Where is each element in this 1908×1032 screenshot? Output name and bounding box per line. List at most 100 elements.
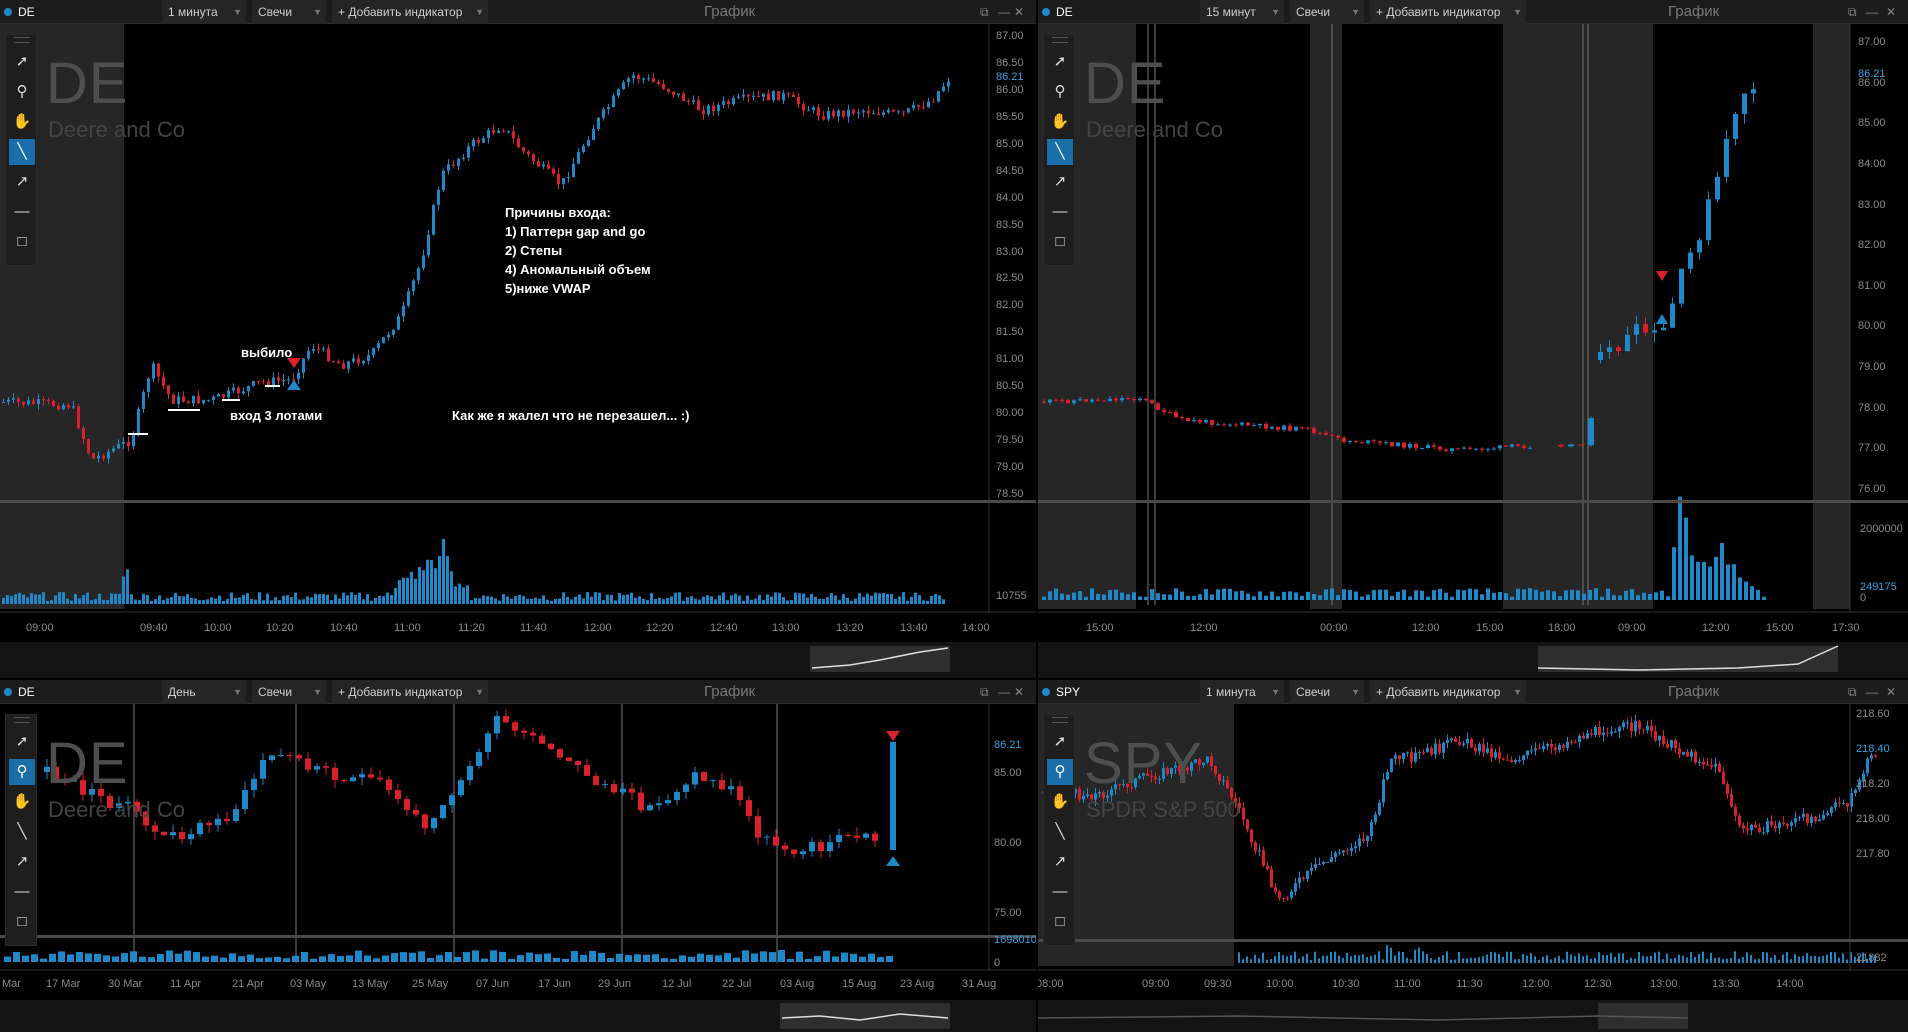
volume-bar xyxy=(174,592,177,604)
candle xyxy=(1618,727,1621,732)
trend-line-icon[interactable]: ╲ xyxy=(9,139,35,165)
price-chart[interactable] xyxy=(0,0,1036,678)
horizontal-line-icon[interactable]: — xyxy=(1052,883,1068,900)
rectangle-icon[interactable]: □ xyxy=(1055,233,1065,250)
add-indicator-button[interactable]: + Добавить индикатор ▼ xyxy=(332,0,488,24)
pin-icon[interactable]: ⧉ xyxy=(1848,685,1857,699)
link-indicator-icon[interactable] xyxy=(4,8,12,16)
price-tick: 83.50 xyxy=(996,218,1024,231)
volume-bar xyxy=(1238,952,1240,963)
cursor-icon[interactable]: ➚ xyxy=(1053,53,1067,70)
candle xyxy=(842,110,845,117)
candle xyxy=(755,816,761,838)
price-tick: 83.00 xyxy=(1858,198,1886,211)
toolbox-grip[interactable] xyxy=(14,717,30,723)
candle xyxy=(1774,825,1777,829)
candle xyxy=(752,95,755,97)
rectangle-icon[interactable]: □ xyxy=(1055,913,1065,930)
volume-bar xyxy=(1450,596,1454,600)
add-indicator-button[interactable]: + Добавить индикатор ▼ xyxy=(332,680,488,704)
volume-bar xyxy=(918,595,921,604)
chart-type-select[interactable]: Свечи ▼ xyxy=(252,0,326,24)
horizontal-line-icon[interactable]: — xyxy=(14,203,30,220)
drawing-toolbox: ➚ ⚲ ✋ ╲ ↗ — □ xyxy=(5,34,37,266)
cursor-icon[interactable]: ➚ xyxy=(15,53,29,70)
cursor-icon[interactable]: ➚ xyxy=(15,733,29,750)
close-icon[interactable]: ✕ xyxy=(1886,5,1897,19)
close-icon[interactable]: ✕ xyxy=(1014,685,1025,699)
volume-bar xyxy=(1690,952,1692,963)
timeframe-select[interactable]: 1 минута ▼ xyxy=(1200,680,1284,704)
link-indicator-icon[interactable] xyxy=(1042,8,1050,16)
chart-panel-de-1min[interactable]: DE 1 минута ▼ Свечи ▼ + Добавить индикатор… xyxy=(0,0,1036,678)
chart-type-select[interactable]: Свечи ▼ xyxy=(252,680,326,704)
minimize-icon[interactable]: — xyxy=(1866,5,1878,19)
trend-line-icon[interactable]: ╲ xyxy=(17,823,27,840)
minimize-icon[interactable]: — xyxy=(998,685,1010,699)
timeframe-select[interactable]: 1 минута ▼ xyxy=(162,0,246,24)
zoom-icon[interactable]: ⚲ xyxy=(16,83,28,100)
toolbox-grip[interactable] xyxy=(1052,717,1068,723)
volume-bar xyxy=(1624,590,1628,600)
candle xyxy=(1302,877,1305,880)
rectangle-icon[interactable]: □ xyxy=(17,233,27,250)
rectangle-icon[interactable]: □ xyxy=(17,913,27,930)
chart-type-select[interactable]: Свечи ▼ xyxy=(1290,0,1364,24)
pin-icon[interactable]: ⧉ xyxy=(1848,5,1857,19)
pin-icon[interactable]: ⧉ xyxy=(980,5,989,19)
zoom-icon[interactable]: ⚲ xyxy=(1054,83,1066,100)
candle xyxy=(1474,747,1477,752)
volume-bar xyxy=(1834,952,1836,963)
hand-icon[interactable]: ✋ xyxy=(1050,113,1070,130)
watermark-company-name: Deere and Co xyxy=(48,117,185,142)
add-indicator-button[interactable]: + Добавить индикатор ▼ xyxy=(1370,0,1526,24)
price-chart[interactable] xyxy=(1038,0,1908,678)
link-indicator-icon[interactable] xyxy=(4,688,12,696)
toolbox-grip[interactable] xyxy=(14,37,30,43)
symbol-field[interactable]: DE xyxy=(18,5,35,19)
toolbox-grip[interactable] xyxy=(1052,37,1068,43)
add-indicator-button[interactable]: + Добавить индикатор ▼ xyxy=(1370,680,1526,704)
volume-bar xyxy=(724,953,731,962)
price-chart[interactable] xyxy=(0,680,1036,1032)
arrow-icon[interactable]: ↗ xyxy=(15,173,29,190)
horizontal-line-icon[interactable]: — xyxy=(14,883,30,900)
cursor-icon[interactable]: ➚ xyxy=(1053,733,1067,750)
price-tick: 86.00 xyxy=(1858,76,1886,89)
candle xyxy=(1228,424,1232,426)
symbol-field[interactable]: DE xyxy=(1056,5,1073,19)
zoom-icon[interactable]: ⚲ xyxy=(1047,759,1073,785)
close-icon[interactable]: ✕ xyxy=(1014,5,1025,19)
volume-bar xyxy=(722,592,725,604)
arrow-icon[interactable]: ↗ xyxy=(1053,173,1067,190)
link-indicator-icon[interactable] xyxy=(1042,688,1050,696)
chart-type-select[interactable]: Свечи ▼ xyxy=(1290,680,1364,704)
chart-panel-de-15min[interactable]: DE 15 минут ▼ Свечи ▼ + Добавить индикатор… xyxy=(1038,0,1908,678)
pin-icon[interactable]: ⧉ xyxy=(980,685,989,699)
volume-bar xyxy=(1346,952,1348,963)
hand-icon[interactable]: ✋ xyxy=(12,793,32,810)
chart-panel-de-daily[interactable]: DE День ▼ Свечи ▼ + Добавить индикатор ▼ Гр… xyxy=(0,680,1036,1032)
minimize-icon[interactable]: — xyxy=(998,5,1010,19)
symbol-field[interactable]: DE xyxy=(18,685,35,699)
close-icon[interactable]: ✕ xyxy=(1886,685,1897,699)
arrow-icon[interactable]: ↗ xyxy=(1053,853,1067,870)
hand-icon[interactable]: ✋ xyxy=(1050,793,1070,810)
arrow-icon[interactable]: ↗ xyxy=(15,853,29,870)
chevron-down-icon: ▼ xyxy=(475,7,484,17)
timeframe-select[interactable]: День ▼ xyxy=(162,680,246,704)
horizontal-line-icon[interactable]: — xyxy=(1052,203,1068,220)
minimize-icon[interactable]: — xyxy=(1866,685,1878,699)
trend-line-icon[interactable]: ╲ xyxy=(1055,823,1065,840)
trend-line-icon[interactable]: ╲ xyxy=(1047,139,1073,165)
candle xyxy=(602,109,605,118)
hand-icon[interactable]: ✋ xyxy=(12,113,32,130)
volume-bar xyxy=(834,595,837,604)
zoom-icon[interactable]: ⚲ xyxy=(9,759,35,785)
chart-panel-spy-1min[interactable]: SPY 1 минута ▼ Свечи ▼ + Добавить индикато… xyxy=(1038,680,1908,1032)
volume-bar xyxy=(1822,955,1824,963)
symbol-field[interactable]: SPY xyxy=(1056,685,1081,699)
timeframe-select[interactable]: 15 минут ▼ xyxy=(1200,0,1284,24)
volume-bar xyxy=(1782,954,1784,963)
pane-divider xyxy=(1038,939,1908,942)
